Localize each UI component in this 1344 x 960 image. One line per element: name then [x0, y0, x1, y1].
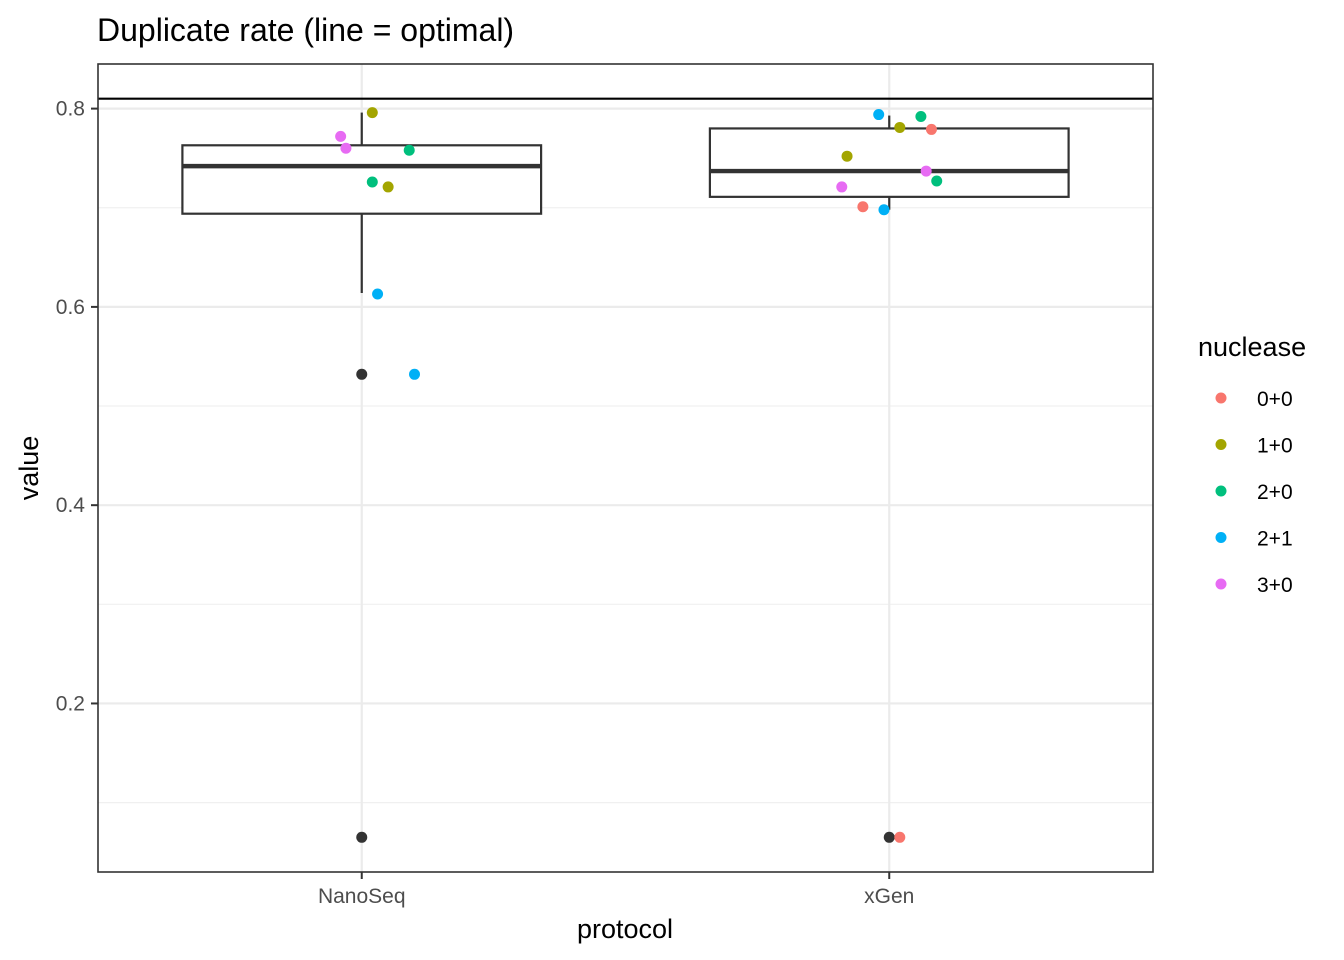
data-point	[409, 368, 420, 380]
box-NanoSeq	[181, 144, 543, 215]
legend-title: nuclease	[1198, 332, 1306, 362]
data-point	[403, 144, 415, 156]
data-point	[372, 288, 384, 300]
legend: nuclease 0+0 1+0 2+0 2+1 3+0	[1198, 332, 1306, 597]
data-point	[915, 111, 927, 123]
data-point	[841, 150, 853, 162]
data-point	[894, 831, 906, 843]
legend-key	[1215, 392, 1227, 404]
data-point	[335, 130, 347, 142]
y-tick-label: 0.2	[56, 692, 85, 715]
data-point	[894, 121, 906, 133]
data-point	[878, 204, 890, 216]
data-point	[873, 109, 885, 121]
legend-label: 2+0	[1257, 481, 1293, 504]
data-point	[366, 176, 378, 188]
legend-key	[1215, 439, 1227, 450]
box-xGen	[708, 127, 1070, 198]
outlier-point	[883, 831, 895, 843]
chart-title: Duplicate rate (line = optimal)	[97, 12, 514, 48]
data-point	[836, 181, 848, 193]
legend-key	[1215, 578, 1227, 590]
x-axis-title: protocol	[577, 914, 673, 944]
y-tick-label: 0.8	[56, 98, 85, 121]
y-tick-label: 0.6	[56, 296, 85, 319]
outlier-point	[356, 831, 368, 843]
x-tick-label: xGen	[864, 885, 914, 908]
legend-label: 3+0	[1257, 574, 1293, 597]
data-point	[340, 142, 352, 154]
panel-border	[97, 63, 1154, 873]
legend-label: 0+0	[1257, 388, 1293, 411]
legend-key	[1215, 485, 1227, 497]
plot-area: 0.2 0.4 0.6 0.8 NanoSeq xGen	[56, 63, 1154, 908]
legend-label: 1+0	[1257, 435, 1293, 458]
y-axis-title: value	[14, 436, 44, 501]
data-point	[920, 165, 932, 177]
x-tick-label: NanoSeq	[318, 885, 406, 908]
data-point	[925, 123, 937, 135]
data-point	[857, 201, 869, 213]
data-point	[382, 181, 394, 193]
legend-key	[1215, 532, 1227, 543]
y-tick-label: 0.4	[56, 494, 86, 517]
outlier-point	[356, 368, 368, 380]
legend-label: 2+1	[1257, 528, 1293, 551]
data-point	[931, 175, 943, 187]
data-point	[366, 107, 378, 119]
